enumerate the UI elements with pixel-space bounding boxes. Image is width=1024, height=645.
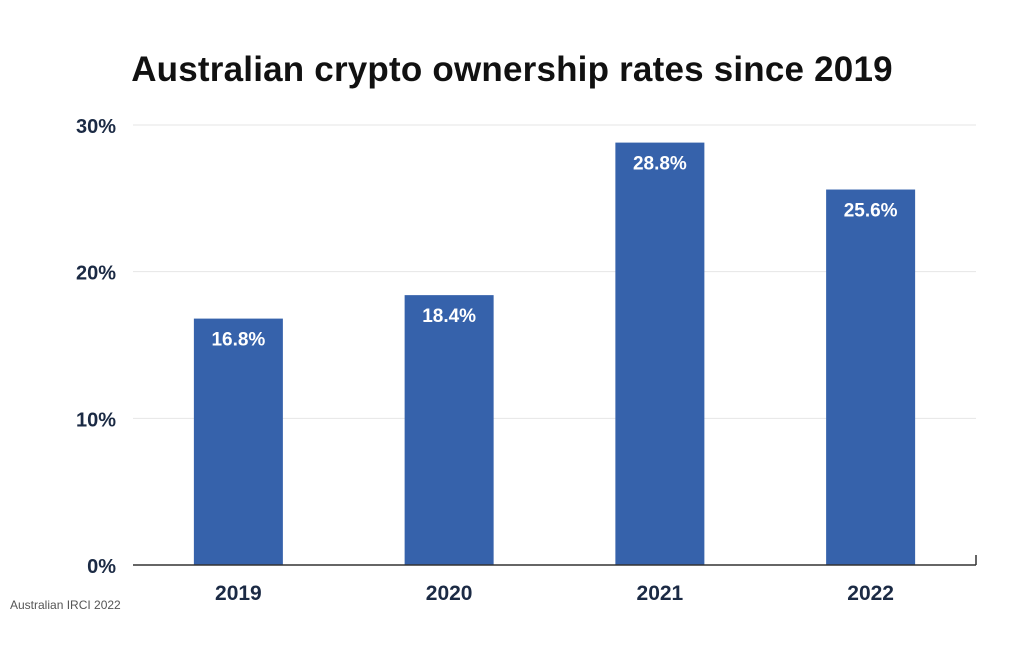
data-label-2022: 25.6% <box>844 201 898 222</box>
y-tick-label: 10% <box>76 409 116 431</box>
chart-title: Australian crypto ownership rates since … <box>131 50 893 89</box>
data-label-2021: 28.8% <box>633 154 687 175</box>
bar-2020 <box>404 295 494 565</box>
axes <box>133 555 977 566</box>
y-tick-label: 20% <box>76 263 116 285</box>
data-label-2020: 18.4% <box>422 306 476 327</box>
data-label-2019: 16.8% <box>211 330 265 351</box>
y-tick-label: 0% <box>87 556 116 578</box>
x-tick-label-2020: 2020 <box>426 582 473 605</box>
bar-2019 <box>193 318 283 565</box>
bar-2022 <box>826 189 916 566</box>
bars <box>193 142 916 566</box>
labels: 0% 10% 20% 30% 16.8% 2019 18.4% 2020 28.8% 2021 25… <box>76 116 898 605</box>
source-note: Australian IRCI 2022 <box>10 598 121 612</box>
x-tick-label-2019: 2019 <box>215 582 262 605</box>
bar-2021 <box>615 142 705 565</box>
y-tick-label: 30% <box>76 116 116 138</box>
x-tick-label-2021: 2021 <box>637 582 684 605</box>
x-tick-label-2022: 2022 <box>847 582 894 605</box>
